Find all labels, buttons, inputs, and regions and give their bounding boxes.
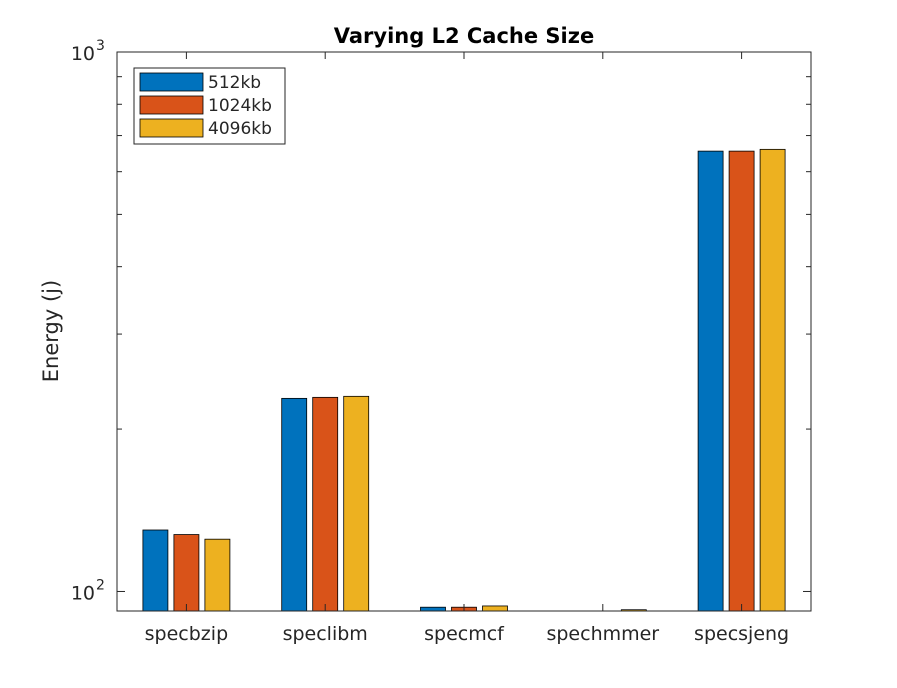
legend: 512kb 1024kb 4096kb	[134, 68, 285, 144]
bar-speclibm-4096kb	[344, 396, 369, 611]
legend-swatch-1024kb	[140, 96, 203, 114]
y-tick-label-exponent: 2	[96, 577, 105, 593]
x-tick-label-specmcf: specmcf	[424, 623, 505, 645]
y-tick-label-exponent: 3	[96, 38, 105, 54]
legend-swatch-512kb	[140, 73, 203, 91]
legend-label-1024kb: 1024kb	[208, 96, 272, 116]
x-tick-label-spechmmer: spechmmer	[546, 623, 659, 645]
legend-label-4096kb: 4096kb	[208, 119, 272, 139]
bar-specmcf-512kb	[421, 607, 446, 611]
bar-specbzip-1024kb	[174, 535, 199, 611]
bar-specbzip-4096kb	[205, 539, 230, 611]
y-tick-label: 10	[71, 43, 95, 65]
bar-specbzip-512kb	[143, 530, 168, 611]
bar-specsjeng-1024kb	[729, 151, 754, 611]
x-tick-label-specsjeng: specsjeng	[694, 623, 789, 645]
bar-specsjeng-4096kb	[760, 149, 785, 611]
y-tick-label: 10	[71, 582, 95, 604]
bar-speclibm-1024kb	[313, 397, 338, 611]
x-tick-labels: specbzip speclibm specmcf spechmmer specsjen…	[145, 623, 789, 645]
x-tick-label-speclibm: speclibm	[283, 623, 368, 645]
legend-label-512kb: 512kb	[208, 73, 261, 93]
legend-swatch-4096kb	[140, 119, 203, 137]
x-tick-label-specbzip: specbzip	[145, 623, 228, 645]
bar-speclibm-512kb	[282, 398, 307, 611]
bar-specsjeng-512kb	[698, 151, 723, 611]
bar-specmcf-4096kb	[483, 606, 508, 611]
y-axis-label: Energy (j)	[39, 280, 63, 382]
chart-title: Varying L2 Cache Size	[334, 24, 594, 48]
